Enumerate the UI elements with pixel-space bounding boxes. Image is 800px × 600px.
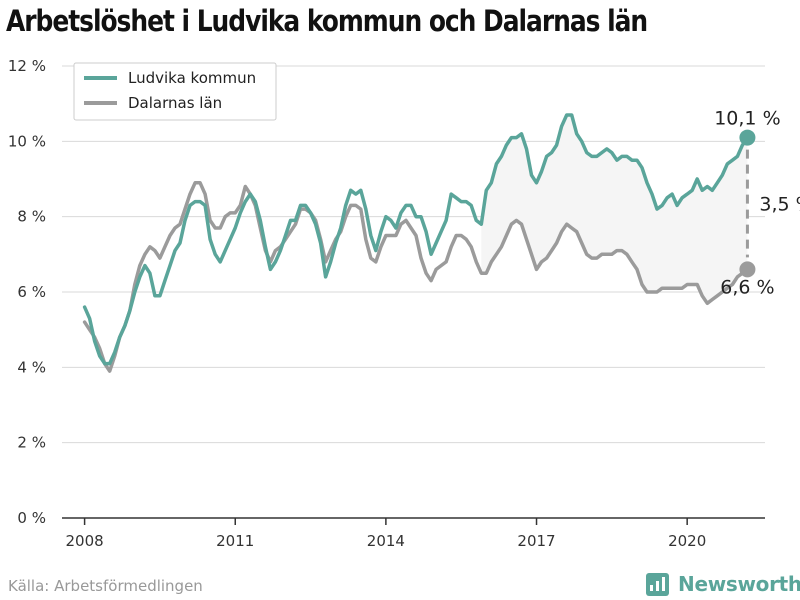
y-tick-label: 2 % — [17, 434, 46, 452]
y-tick-label: 8 % — [17, 208, 46, 226]
y-tick-label: 10 % — [8, 132, 46, 150]
x-axis-ticks: 2008 2011 2014 2017 2020 — [66, 518, 706, 550]
brand-logo: Newsworthy — [646, 569, 800, 599]
end-point-ludvika — [739, 129, 756, 146]
brand-name: Newsworthy — [678, 572, 800, 596]
difference-shading — [481, 115, 748, 304]
legend-label: Dalarnas län — [128, 94, 222, 112]
line-chart: 0 % 2 % 4 % 6 % 8 % 10 % 12 % 2008 2011 2014 2017… — [8, 57, 800, 550]
y-tick-label: 4 % — [17, 358, 46, 376]
y-axis-labels: 0 % 2 % 4 % 6 % 8 % 10 % 12 % — [8, 57, 46, 527]
y-tick-label: 12 % — [8, 57, 46, 75]
bar-chart-icon — [646, 572, 669, 596]
series-line-dalarnas-l-n — [82, 181, 750, 373]
y-tick-label: 0 % — [17, 509, 46, 527]
difference-label: 3,5 % — [759, 193, 800, 215]
chart-title: Arbetslöshet i Ludvika kommun och Dalarn… — [6, 4, 648, 38]
value-label-ludvika: 10,1 % — [714, 108, 780, 130]
x-tick-label: 2017 — [517, 532, 555, 550]
end-point-dalarna — [739, 261, 756, 278]
source-note: Källa: Arbetsförmedlingen — [8, 577, 203, 595]
legend-label: Ludvika kommun — [128, 69, 256, 87]
y-tick-label: 6 % — [17, 283, 46, 301]
x-tick-label: 2011 — [216, 532, 254, 550]
value-label-dalarna: 6,6 % — [720, 276, 774, 298]
legend-box — [73, 62, 277, 121]
x-tick-label: 2014 — [367, 532, 405, 550]
series-lines — [82, 113, 750, 373]
legend: Ludvika kommun Dalarnas län — [73, 62, 277, 121]
x-tick-label: 2008 — [66, 532, 104, 550]
x-tick-label: 2020 — [668, 532, 706, 550]
annotations: 10,1 % 6,6 % 3,5 % — [714, 108, 800, 299]
series-line-ludvika-kommun — [82, 113, 750, 366]
grid-lines — [62, 65, 765, 444]
